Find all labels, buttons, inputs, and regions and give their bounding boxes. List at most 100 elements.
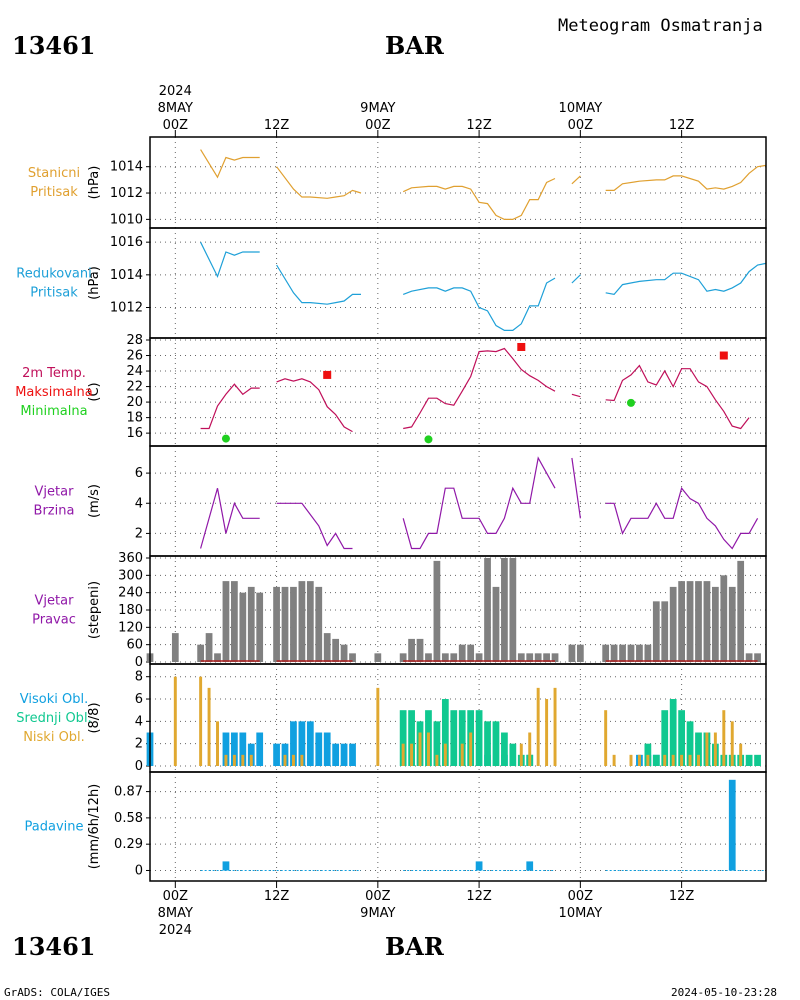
panel-label: Maksimalna (15, 385, 93, 400)
cloud-mid-bar (408, 710, 415, 766)
cloud-low-bar (207, 687, 211, 766)
bottom-x-tick-label: 00Z (365, 889, 391, 904)
cloud-mid-bar (475, 710, 483, 766)
y-tick-label: 1014 (110, 268, 143, 283)
wind-dir-bar (340, 644, 348, 662)
y-tick-label: 20 (126, 395, 143, 410)
cloud-high-bar (231, 732, 238, 766)
top-x-tick-label: 12Z (466, 118, 492, 133)
bottom-x-tick-label: 12Z (466, 889, 492, 904)
wind-dir-bar (669, 586, 677, 662)
bottom-x-tick-label: 10MAY (559, 906, 603, 921)
wind-dir-bar (475, 653, 483, 662)
y-tick-label: 4 (135, 496, 143, 511)
wind-dir-bar (711, 586, 719, 662)
wind-dir-bar (492, 586, 500, 662)
series-line (605, 164, 767, 191)
wind-dir-bar (205, 633, 213, 662)
cloud-low-bar (730, 721, 734, 766)
wind-dir-bar (239, 592, 247, 662)
cloud-low-bar (216, 743, 219, 766)
wind-dir-bar (644, 644, 652, 662)
cloud-low-bar (637, 754, 641, 766)
cloud-low-bar (224, 754, 228, 766)
y-tick-label: 2 (135, 526, 143, 541)
y-axis-label: (hPa) (87, 166, 102, 200)
panel-label: Pritisak (30, 286, 78, 301)
wind-dir-bar (408, 638, 415, 662)
y-tick-label: 300 (118, 568, 143, 583)
wind-dir-bar (399, 653, 407, 662)
wind-dir-bar (551, 653, 559, 662)
wind-dir-bar (323, 633, 331, 662)
wind-dir-bar (526, 653, 534, 662)
series-line (200, 488, 260, 549)
cloud-low-bar (232, 754, 236, 766)
top-x-tick-label: 10MAY (559, 101, 603, 116)
wind-dir-bar (458, 644, 466, 662)
panel-label: Pritisak (30, 185, 78, 200)
panel-label: 2m Temp. (22, 366, 86, 381)
series-line (276, 378, 353, 433)
top-x-tick-label: 9MAY (360, 101, 395, 116)
cloud-mid-bar (441, 699, 449, 766)
precip-bar (526, 861, 534, 871)
series-line (605, 486, 759, 550)
wind-dir-bar (686, 581, 694, 662)
cloud-low-bar (697, 754, 700, 766)
wind-dir-bar (619, 644, 626, 662)
cloud-high-bar (222, 732, 230, 766)
cloud-mid-bar (754, 754, 761, 766)
y-tick-label: 6 (135, 692, 143, 707)
wind-dir-bar (728, 586, 736, 662)
cloud-high-bar (298, 721, 306, 766)
top-x-tick-label: 00Z (365, 118, 391, 133)
y-tick-label: 0 (135, 863, 143, 878)
wind-dir-bar (627, 644, 635, 662)
wind-dir-bar (745, 653, 753, 662)
cloud-mid-bar (433, 721, 441, 766)
wind-dir-bar (315, 586, 323, 662)
cloud-low-bar (291, 754, 295, 766)
panel-0: 1010 1012 1014 (hPa) Stanicni Pritisak (28, 136, 767, 229)
y-axis-label: (stepeni) (87, 581, 102, 639)
panel-4: 0 60 120 180 240 300 360 (stepeni) Vjetar Pravac (32, 551, 767, 670)
panel-1: 1012 1014 1016 (hPa)Redukovani Pritisak (16, 227, 767, 339)
y-axis-label: (8/8) (87, 702, 102, 733)
station-id-bottom: 13461 (12, 932, 96, 961)
series-line (200, 383, 260, 430)
cloud-low-bar (426, 732, 430, 766)
wind-dir-bar (425, 653, 432, 662)
y-tick-label: 24 (126, 364, 143, 379)
top-time-axis: 2024 8MAY 00Z 12Z 9MAY 00Z 12Z 10MAY 00Z 12Z (158, 84, 695, 137)
wind-dir-bar (568, 644, 576, 662)
wind-dir-bar (652, 601, 660, 662)
cloud-low-bar (722, 710, 726, 766)
panel-label: Niski Obl. (23, 730, 85, 745)
panel-label: Visoki Obl. (20, 692, 88, 707)
cloud-low-bar (300, 754, 304, 766)
wind-dir-bar (678, 581, 685, 662)
wind-dir-bar (450, 653, 458, 662)
cloud-high-bar (315, 732, 323, 766)
y-tick-label: 0 (135, 655, 143, 670)
wind-dir-bar (610, 644, 618, 662)
temp-min-marker (221, 434, 230, 443)
wind-dir-bar (602, 644, 610, 662)
top-x-tick-label: 12Z (669, 118, 695, 133)
cloud-low-bar (528, 732, 532, 766)
series-line (403, 347, 556, 430)
panel-frame (149, 227, 767, 339)
y-tick-label: 1012 (110, 186, 143, 201)
panel-label: Padavine (25, 820, 84, 835)
series-line (402, 177, 556, 220)
cloud-low-bar (401, 743, 405, 766)
cloud-low-bar (376, 687, 380, 766)
cloud-high-bar (306, 721, 314, 766)
cloud-low-bar (435, 754, 439, 766)
series-line (571, 393, 581, 398)
panel-3: 2 4 6 (m/s) Vjetar Brzina (34, 445, 767, 557)
panel-label: Minimalna (20, 404, 87, 419)
cloud-mid-bar (695, 732, 702, 766)
